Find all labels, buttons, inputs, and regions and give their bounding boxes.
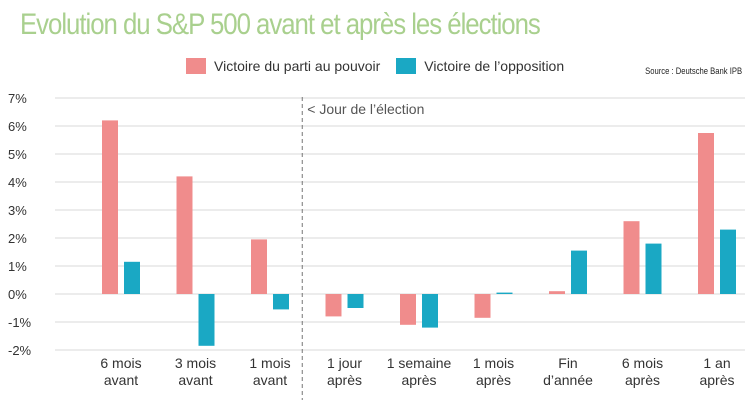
x-tick-label: 6 mois: [622, 355, 663, 371]
y-tick-label: 3%: [8, 203, 27, 218]
election-day-label: < Jour de l’élection: [307, 101, 424, 117]
bar-incumbent: [251, 239, 267, 294]
bar-incumbent: [474, 294, 491, 318]
chart-source: Source : Deutsche Bank IPB: [645, 66, 742, 76]
y-tick-label: 5%: [8, 147, 27, 162]
bar-opposition: [571, 250, 587, 294]
x-tick-label: avant: [104, 372, 138, 388]
bar-incumbent: [176, 176, 193, 294]
x-tick-label: avant: [178, 372, 212, 388]
x-tick-label: d’année: [543, 372, 593, 388]
x-tick-label: après: [401, 372, 436, 388]
y-tick-label: 1%: [8, 259, 27, 274]
x-tick-label: après: [476, 372, 511, 388]
chart-title: Evolution du S&P 500 avant et après les …: [20, 8, 541, 41]
y-tick-label: 7%: [8, 91, 27, 106]
y-tick-label: 6%: [8, 119, 27, 134]
bar-opposition: [273, 294, 289, 310]
x-tick-label: avant: [253, 372, 287, 388]
bar-incumbent: [325, 294, 342, 317]
bar-opposition: [124, 261, 140, 294]
bar-incumbent: [549, 291, 565, 294]
x-tick-label: 3 mois: [175, 355, 216, 371]
legend-swatch-opposition: [396, 58, 417, 74]
x-tick-label: Fin: [558, 355, 577, 371]
legend-item-incumbent: Victoire du parti au pouvoir: [186, 58, 380, 74]
x-tick-label: après: [699, 372, 734, 388]
y-tick-label: 4%: [8, 175, 27, 190]
y-tick-label: -2%: [8, 343, 32, 358]
bar-opposition: [347, 294, 364, 308]
bar-opposition: [720, 229, 736, 294]
chart-legend: Victoire du parti au pouvoir Victoire de…: [186, 58, 580, 74]
y-tick-label: 2%: [8, 231, 27, 246]
x-tick-label: 1 mois: [249, 355, 290, 371]
x-tick-label: 1 an: [703, 355, 730, 371]
bar-opposition: [198, 294, 215, 346]
y-tick-label: 0%: [8, 287, 27, 302]
x-tick-label: 1 semaine: [387, 355, 452, 371]
bar-opposition: [496, 292, 513, 294]
x-tick-label: après: [625, 372, 660, 388]
x-tick-label: 1 mois: [473, 355, 514, 371]
legend-label-opposition: Victoire de l’opposition: [424, 58, 565, 74]
bar-incumbent: [623, 221, 640, 294]
y-tick-label: -1%: [8, 315, 32, 330]
legend-swatch-incumbent: [186, 58, 206, 74]
x-tick-label: 1 jour: [327, 355, 362, 371]
x-tick-label: après: [327, 372, 362, 388]
bar-incumbent: [102, 120, 118, 295]
bar-incumbent: [400, 294, 416, 325]
bar-incumbent: [698, 133, 714, 294]
bar-opposition: [645, 243, 662, 294]
x-tick-label: 6 mois: [100, 355, 141, 371]
legend-item-opposition: Victoire de l’opposition: [396, 58, 564, 74]
legend-label-incumbent: Victoire du parti au pouvoir: [214, 58, 381, 74]
bar-opposition: [422, 294, 438, 328]
